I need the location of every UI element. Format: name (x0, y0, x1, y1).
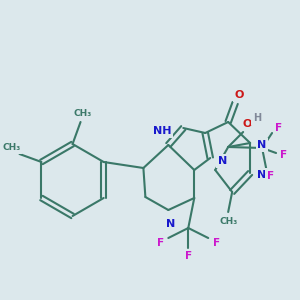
Text: O: O (235, 90, 244, 100)
Text: F: F (280, 150, 288, 160)
Text: CH₃: CH₃ (74, 110, 92, 118)
Text: CH₃: CH₃ (2, 143, 21, 152)
Text: F: F (266, 171, 274, 181)
Text: F: F (213, 238, 220, 248)
Text: F: F (157, 238, 164, 248)
Text: N: N (257, 140, 267, 150)
Text: F: F (275, 123, 283, 133)
Text: CH₃: CH₃ (219, 218, 237, 226)
Text: N: N (257, 170, 267, 180)
Text: NH: NH (153, 126, 172, 136)
Text: N: N (166, 219, 175, 229)
Text: O: O (242, 119, 252, 129)
Text: H: H (253, 113, 261, 123)
Text: F: F (185, 251, 192, 261)
Text: N: N (218, 156, 227, 166)
